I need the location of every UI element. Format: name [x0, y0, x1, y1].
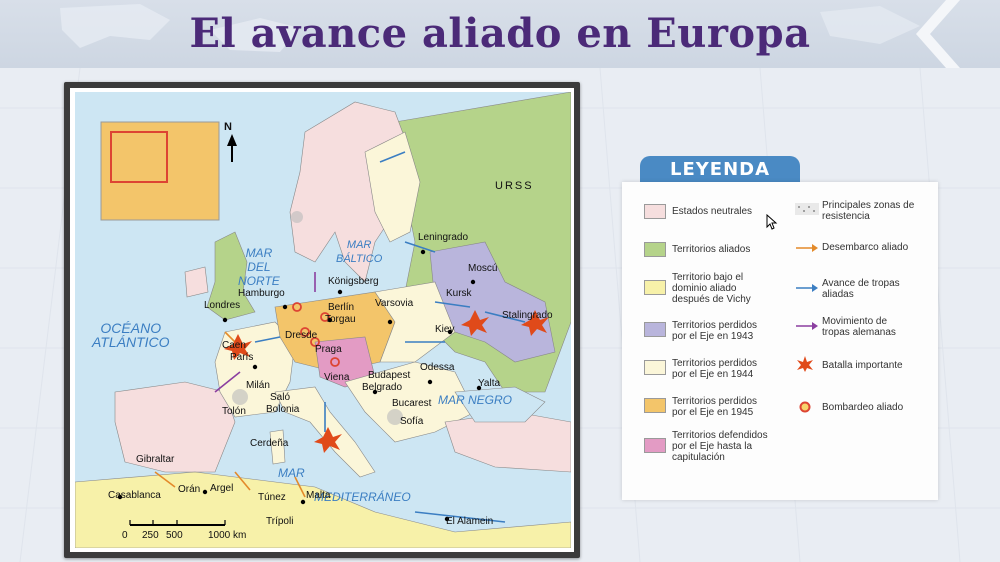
purple-arrow-icon [796, 322, 818, 330]
finland [364, 131, 421, 243]
inset-globe-map [100, 121, 220, 221]
city-konigsberg: Königsberg [328, 276, 379, 287]
city-el-alamein: El Alamein [446, 516, 494, 527]
blue-arrow-icon [796, 284, 818, 292]
scale-tick-250: 250 [142, 530, 159, 541]
legend-label-battle: Batalla importante [822, 360, 903, 371]
city-sofia: Sofía [400, 416, 424, 427]
city-milan: Milán [246, 380, 270, 391]
page-title: El avance aliado en Europa [189, 10, 811, 57]
legend-swatch-neutral [644, 204, 666, 219]
legend-label-capitulation: Territorios defendidos por el Eje hasta … [672, 430, 768, 463]
sardinia [269, 429, 286, 465]
legend-label-neutral: Estados neutrales [672, 206, 753, 217]
legend-label-bombing: Bombardeo aliado [822, 402, 904, 413]
legend-panel: Estados neutrales Territorios aliados Te… [622, 182, 938, 500]
city-dresde: Dresde [285, 330, 318, 341]
urss-label: URSS [495, 180, 534, 192]
city-bolonia: Bolonia [266, 404, 300, 415]
city-salo: Saló [270, 392, 291, 403]
city-praga: Praga [315, 344, 342, 355]
city-leningrado: Leningrado [418, 232, 469, 243]
legend-label-1945: Territorios perdidos por el Eje en 1945 [672, 396, 758, 418]
black-sea [454, 386, 546, 423]
allied-advance-arrows [254, 151, 526, 523]
europe-map [75, 92, 571, 548]
legend-swatch-1944 [644, 360, 666, 375]
header-world-map-decoration [60, 4, 920, 52]
resistance-zones [232, 211, 403, 425]
city-dots [117, 249, 482, 522]
city-belgrado: Belgrado [362, 382, 403, 393]
city-torgau: Torgau [325, 314, 356, 325]
city-gibraltar: Gibraltar [136, 454, 175, 465]
legend-label-allied-advance: Avance de tropas aliadas [822, 278, 900, 300]
city-tolon: Tolón [222, 406, 246, 417]
iberia [114, 381, 236, 473]
city-hamburgo: Hamburgo [238, 288, 285, 299]
scale-tick-0: 0 [122, 530, 128, 541]
city-budapest: Budapest [368, 370, 411, 381]
scale-tick-500: 500 [166, 530, 183, 541]
city-oran: Orán [178, 484, 201, 495]
legend-label-1944: Territorios perdidos por el Eje en 1944 [672, 358, 758, 380]
scale-tick-1000: 1000 km [208, 530, 247, 541]
city-odessa: Odessa [420, 362, 455, 373]
north-africa [75, 471, 571, 548]
city-bucarest: Bucarest [392, 398, 432, 409]
map-panel: N URSS OCÉANO ATLÁNTICO MAR DEL NORTE MA… [70, 88, 574, 552]
legend-label-landing: Desembarco aliado [822, 242, 909, 253]
bombing-ring-icons [292, 302, 340, 367]
city-tripoli: Trípoli [266, 516, 294, 527]
atlantic-ocean-label: OCÉANO ATLÁNTICO [92, 320, 170, 350]
city-moscu: Moscú [468, 263, 498, 274]
mouse-cursor-icon [766, 214, 778, 230]
legend-swatch-allied [644, 242, 666, 257]
dotted-area-icon [795, 203, 819, 215]
city-casablanca: Casablanca [108, 490, 161, 501]
city-kiev: Kiev [435, 324, 455, 335]
city-paris: París [230, 352, 254, 363]
britain [206, 231, 256, 321]
legend-label-vichy: Territorio bajo el dominio aliado despué… [672, 272, 751, 305]
explosion-icon [797, 356, 813, 372]
bomb-ring-icon [799, 401, 811, 413]
city-caen: Caen [222, 340, 246, 351]
german-movement-arrows [214, 272, 316, 393]
orange-arrow-icon [796, 244, 818, 252]
battle-explosion-icons [224, 310, 549, 453]
city-kursk: Kursk [446, 288, 472, 299]
city-tunez: Túnez [258, 492, 286, 503]
legend-label-resistance: Principales zonas de resistencia [822, 200, 915, 222]
city-malta: Malta [306, 490, 331, 501]
city-stalingrado: Stalingrado [502, 310, 553, 321]
back-chevron-icon[interactable] [900, 0, 960, 68]
legend-label-1943: Territorios perdidos por el Eje en 1943 [672, 320, 758, 342]
header-bar: El avance aliado en Europa [0, 0, 1000, 68]
legend-header: LEYENDA [640, 156, 800, 182]
inset-highlight [110, 131, 168, 183]
city-berlin: Berlín [328, 302, 355, 313]
legend-swatch-1945 [644, 398, 666, 413]
city-varsovia: Varsovia [375, 298, 414, 309]
legend-label-german-movement: Movimiento de tropas alemanas [822, 316, 896, 338]
north-sea-label: MAR DEL NORTE [238, 246, 280, 288]
legend-swatch-1943 [644, 322, 666, 337]
north-label: N [224, 121, 232, 133]
legend-label-allied: Territorios aliados [672, 244, 751, 255]
legend-swatch-capitulation [644, 438, 666, 453]
ireland [184, 266, 209, 298]
legend-swatch-vichy [644, 280, 666, 295]
mediterranean-label-2: MEDITERRÁNEO [314, 490, 411, 504]
city-londres: Londres [204, 300, 241, 311]
city-yalta: Yalta [478, 378, 501, 389]
baltic-sea-label: MAR BÁLTICO [336, 239, 383, 265]
black-sea-label: MAR NEGRO [438, 393, 513, 407]
city-argel: Argel [210, 483, 234, 494]
map-frame: N URSS OCÉANO ATLÁNTICO MAR DEL NORTE MA… [64, 82, 580, 558]
city-viena: Viena [324, 372, 350, 383]
city-cerdena: Cerdeña [250, 438, 289, 449]
mediterranean-label-1: MAR [278, 466, 305, 480]
